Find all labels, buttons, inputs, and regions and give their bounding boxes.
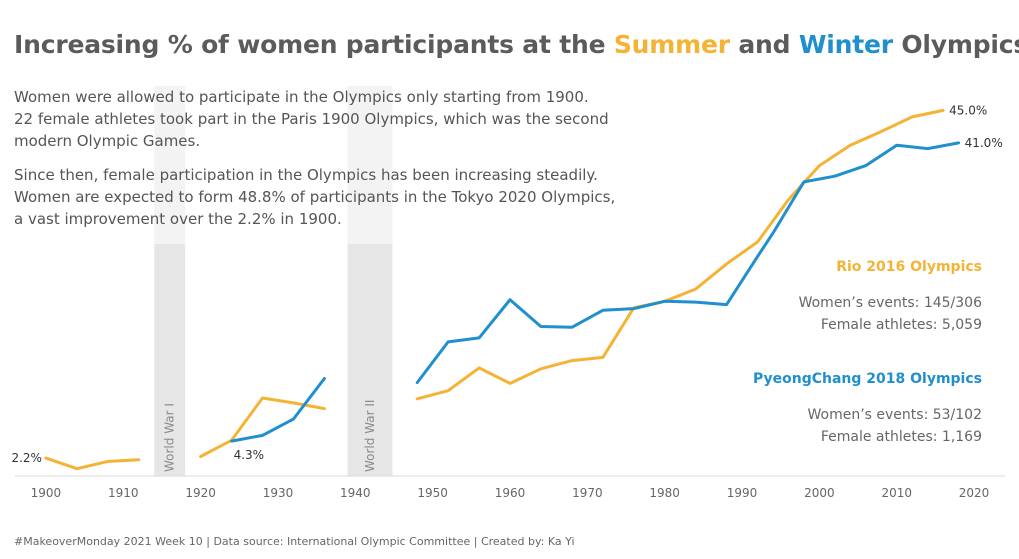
rio-annotation: Rio 2016 Olympics Women’s events: 145/30… — [799, 256, 982, 336]
x-tick-label: 1950 — [417, 486, 448, 500]
x-tick-label: 2000 — [804, 486, 835, 500]
x-tick-label: 1980 — [649, 486, 680, 500]
data-label: 2.2% — [11, 451, 42, 465]
world-war-i-label: World War I — [163, 403, 177, 472]
page-title: Increasing % of women participants at th… — [14, 30, 1019, 59]
title-winter: Winter — [798, 30, 893, 59]
rio-athletes: Female athletes: 5,059 — [820, 317, 982, 333]
rio-title: Rio 2016 Olympics — [836, 259, 982, 275]
pyeongchang-annotation: PyeongChang 2018 Olympics Women’s events… — [753, 368, 982, 448]
data-label: 41.0% — [965, 136, 1003, 150]
pyeongchang-events: Women’s events: 53/102 — [807, 407, 983, 423]
data-label: 45.0% — [949, 103, 987, 117]
world-war-ii-band — [347, 244, 393, 476]
intro-paragraph-2: Since then, female participation in the … — [14, 166, 616, 228]
summer-series-line — [44, 456, 141, 471]
intro-text: Women were allowed to participate in the… — [14, 86, 634, 242]
intro-paragraph-1: Women were allowed to participate in the… — [14, 88, 609, 150]
x-tick-label: 1910 — [108, 486, 139, 500]
title-summer: Summer — [613, 30, 730, 59]
x-tick-label: 1920 — [185, 486, 216, 500]
world-war-ii-band-top — [347, 86, 393, 244]
pyeongchang-title: PyeongChang 2018 Olympics — [752, 371, 982, 387]
x-tick-label: 1900 — [31, 486, 62, 500]
title-suffix: Olympics — [901, 30, 1019, 59]
world-war-ii-label: World War II — [363, 400, 377, 472]
world-war-i-band — [154, 244, 186, 476]
winter-series-line — [415, 141, 961, 385]
winter-series-line — [230, 377, 326, 443]
pyeongchang-athletes: Female athletes: 1,169 — [820, 429, 982, 445]
x-tick-label: 2020 — [959, 486, 990, 500]
title-and: and — [738, 30, 791, 59]
x-tick-label: 1990 — [727, 486, 758, 500]
data-label: 4.3% — [234, 448, 265, 462]
x-tick-label: 1960 — [495, 486, 526, 500]
x-tick-label: 1940 — [340, 486, 371, 500]
rio-events: Women’s events: 145/306 — [798, 295, 982, 311]
x-tick-label: 1930 — [263, 486, 294, 500]
x-tick-label: 2010 — [881, 486, 912, 500]
footer-credits: #MakeoverMonday 2021 Week 10 | Data sour… — [14, 535, 575, 548]
title-prefix: Increasing % of women participants at th… — [14, 30, 606, 59]
x-tick-label: 1970 — [572, 486, 603, 500]
summer-series-line — [415, 108, 945, 401]
world-war-i-band-top — [154, 86, 186, 244]
